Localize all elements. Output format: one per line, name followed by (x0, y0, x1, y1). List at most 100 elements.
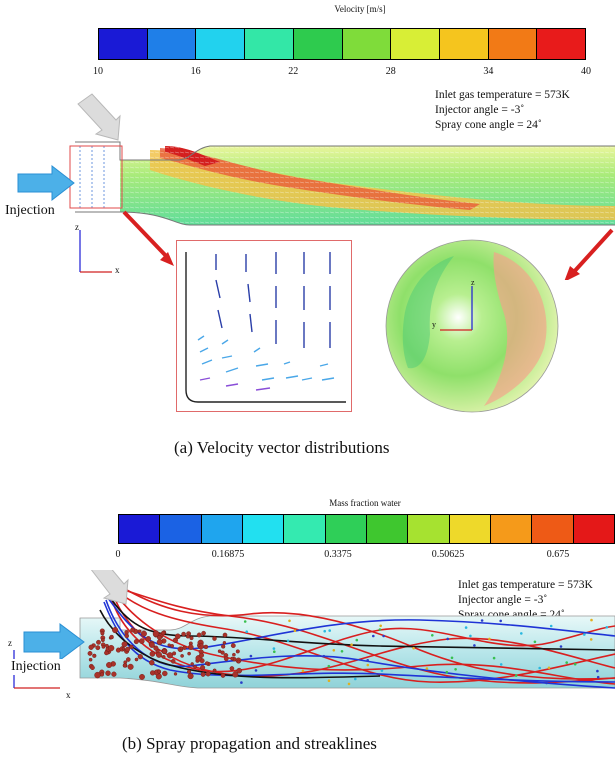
spray-droplet (366, 663, 370, 667)
spray-droplet (203, 644, 209, 650)
spray-droplet (514, 674, 518, 677)
mass-fraction-colorbar-segment (449, 515, 491, 543)
spray-droplet (249, 654, 253, 658)
spray-droplet (92, 653, 97, 658)
caption-a: (a) Velocity vector distributions (174, 438, 390, 457)
velocity-tick-label: 22 (288, 66, 299, 77)
spray-droplet (101, 645, 106, 649)
mass-fraction-colorbar-segment (366, 515, 409, 543)
mass-fraction-tick-label: 0.675 (546, 549, 570, 560)
velocity-field-domain (17, 93, 615, 280)
spray-droplet (124, 633, 130, 639)
axis-z-label-a: z (75, 222, 79, 232)
spray-droplet (212, 636, 217, 641)
velocity-colorbar-segment (488, 29, 538, 59)
spray-droplet (185, 634, 190, 639)
spray-droplet (445, 670, 449, 674)
spray-droplet (137, 654, 143, 660)
mass-fraction-colorbar-segment (119, 515, 161, 543)
spray-droplet (126, 657, 131, 662)
velocity-tick-label: 10 (93, 66, 103, 77)
spray-droplet (153, 645, 159, 651)
axis-z-label-circle: z (471, 278, 475, 287)
spray-droplet (469, 634, 472, 638)
velocity-colorbar-segment (439, 29, 489, 59)
spray-droplet (148, 642, 155, 648)
velocity-colorbar (98, 28, 586, 60)
spray-droplet (189, 636, 194, 641)
velocity-tick-label: 34 (483, 66, 494, 77)
spray-droplet (340, 650, 344, 653)
spray-droplet (272, 647, 276, 650)
spray-droplet (187, 651, 191, 656)
spray-droplet (112, 627, 119, 634)
spray-droplet (190, 662, 194, 666)
inlet-zoom-vectors (176, 240, 352, 412)
velocity-colorbar-segment (196, 29, 246, 59)
spray-droplet (590, 618, 593, 622)
spray-droplet (193, 665, 197, 669)
spray-droplet (145, 636, 152, 642)
spray-droplet (464, 626, 468, 629)
spray-droplet (492, 656, 496, 660)
spray-droplet (155, 651, 162, 658)
axis-x-label-a: x (115, 265, 120, 275)
spray-droplet (355, 638, 359, 642)
spray-droplet (372, 634, 375, 638)
spray-droplet (347, 682, 351, 686)
spray-droplet (446, 637, 450, 641)
velocity-colorbar-segment (99, 29, 148, 59)
spray-droplet (217, 649, 222, 653)
mass-fraction-colorbar (118, 514, 615, 544)
spray-droplet (559, 645, 563, 648)
spray-droplet (157, 669, 162, 674)
spray-droplet (454, 668, 457, 671)
mass-fraction-tick-label: 0.3375 (324, 549, 352, 560)
spray-droplet (236, 659, 241, 664)
spray-droplet (104, 650, 109, 656)
mass-fraction-colorbar-segment (284, 515, 326, 543)
spray-droplet (221, 644, 226, 649)
mass-fraction-colorbar-segment (201, 515, 243, 543)
spray-droplet (196, 632, 202, 638)
spray-droplet (200, 665, 206, 671)
velocity-colorbar-segment (537, 29, 586, 59)
spray-droplet (170, 644, 175, 648)
mass-fraction-tick-label: 0.16875 (211, 549, 245, 560)
velocity-colorbar-segment (245, 29, 294, 59)
spray-droplet (201, 630, 206, 636)
spray-droplet (235, 649, 240, 654)
velocity-colorbar-segment (147, 29, 197, 59)
param-injector-angle-a: Injector angle = -3˚ (435, 104, 525, 116)
spray-droplet (121, 641, 128, 648)
spray-droplet (109, 634, 114, 640)
param-injector-angle-b: Injector angle = -3˚ (458, 594, 548, 606)
spray-droplet (149, 651, 156, 657)
spray-droplet (94, 671, 101, 679)
spray-droplet (220, 673, 226, 678)
spray-droplet (473, 644, 476, 647)
spray-droplet (232, 652, 236, 657)
axis-y-label-circle: y (432, 320, 436, 329)
spray-droplet (160, 630, 166, 636)
spray-droplet (596, 675, 600, 679)
spray-droplet (181, 631, 186, 637)
spray-droplet (273, 650, 276, 653)
spray-droplet (378, 628, 382, 631)
cross-section-velocity (385, 239, 559, 413)
mass-fraction-colorbar-segment (325, 515, 367, 543)
spray-droplet (328, 629, 332, 632)
spray-droplet (139, 674, 145, 680)
spray-droplet (354, 677, 357, 681)
spray-droplet (108, 644, 115, 652)
spray-droplet (125, 646, 131, 652)
spray-droplet (99, 672, 104, 677)
spray-droplet (425, 667, 429, 670)
spray-droplet (172, 637, 179, 643)
spray-droplet (161, 655, 166, 659)
spray-droplet (140, 630, 147, 637)
velocity-tick-label: 16 (190, 66, 201, 77)
spray-droplet (229, 666, 235, 671)
param-inlet-temp-a: Inlet gas temperature = 573K (435, 89, 570, 101)
axis-z-label-b: z (8, 638, 12, 648)
